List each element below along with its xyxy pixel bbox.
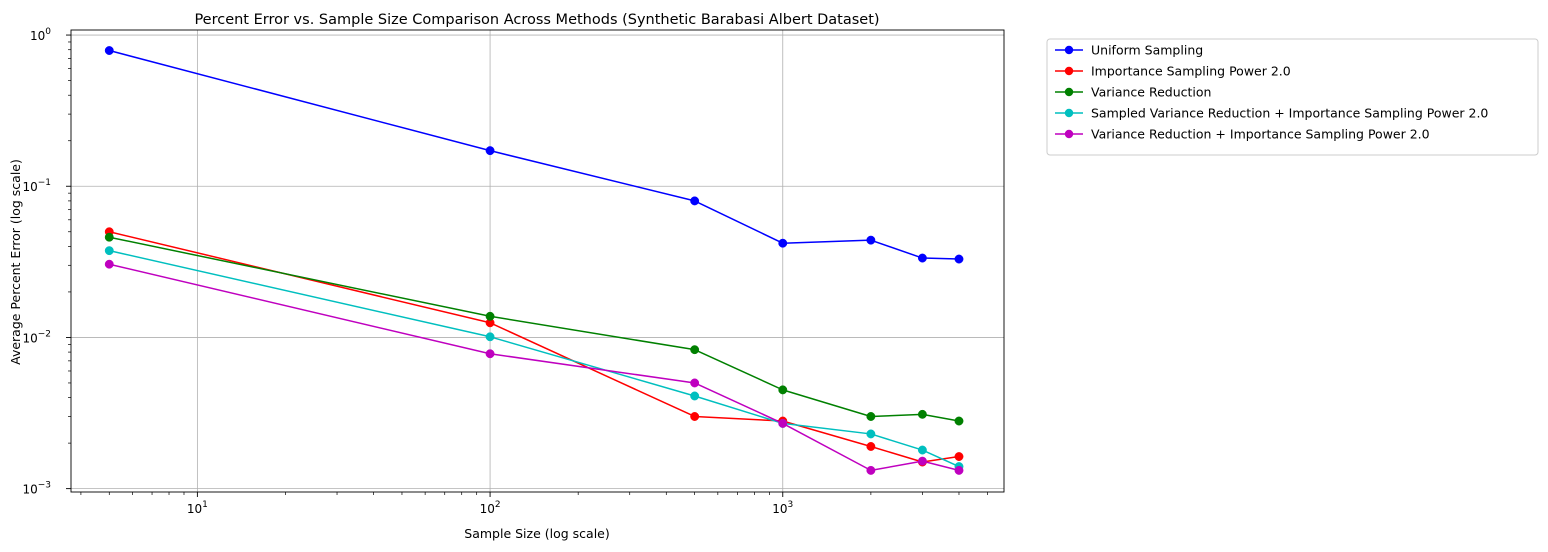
data-point — [690, 345, 700, 355]
data-point — [866, 442, 876, 451]
data-point — [866, 412, 876, 421]
data-point — [778, 418, 788, 428]
series-3 — [104, 232, 964, 426]
grid — [71, 30, 1004, 492]
legend-item: Variance Reduction + Importance Sampling… — [1055, 127, 1430, 142]
x-axis: 101 102 103 — [187, 492, 793, 516]
legend-marker — [1064, 45, 1074, 55]
x-tick-label: 101 — [187, 500, 208, 516]
legend-marker — [1064, 108, 1074, 118]
series-line — [109, 249, 960, 468]
series-line — [109, 263, 960, 472]
data-point — [485, 332, 495, 342]
series-1 — [104, 46, 964, 264]
data-point — [866, 465, 876, 475]
legend-box — [1046, 38, 1539, 156]
data-point — [485, 146, 495, 156]
data-point — [917, 253, 927, 263]
legend: Uniform Sampling Importance Sampling Powe… — [1046, 38, 1539, 156]
data-point — [954, 465, 964, 475]
plot-area — [70, 29, 1005, 493]
data-point — [104, 46, 114, 55]
x-axis-label: Sample Size (log scale) — [464, 526, 609, 541]
data-point — [690, 412, 700, 421]
chart-title: Percent Error vs. Sample Size Comparison… — [194, 12, 879, 28]
series-line — [109, 49, 960, 260]
data-point — [917, 456, 927, 466]
data-point — [866, 429, 876, 439]
data-point — [104, 246, 114, 256]
data-point — [690, 391, 700, 401]
legend-label: Importance Sampling Power 2.0 — [1091, 64, 1291, 79]
legend-marker — [1064, 66, 1074, 76]
data-point — [104, 259, 114, 269]
legend-item: Sampled Variance Reduction + Importance … — [1055, 106, 1488, 121]
series-5 — [104, 259, 964, 475]
legend-item: Importance Sampling Power 2.0 — [1055, 64, 1291, 79]
data-point — [917, 445, 927, 455]
legend-item: Uniform Sampling — [1055, 43, 1203, 58]
data-point — [954, 254, 964, 264]
legend-marker — [1064, 129, 1074, 139]
data-point — [917, 409, 927, 419]
y-tick-label: 10−1 — [22, 178, 51, 194]
series-4 — [104, 246, 964, 471]
data-point — [954, 452, 964, 462]
data-point — [690, 196, 700, 206]
legend-label: Sampled Variance Reduction + Importance … — [1091, 106, 1488, 121]
y-tick-label: 10−3 — [22, 481, 51, 497]
legend-marker — [1064, 87, 1074, 97]
data-point — [690, 378, 700, 388]
x-tick-label: 102 — [480, 500, 501, 516]
data-point — [485, 349, 495, 359]
series-layer — [104, 46, 964, 475]
data-point — [954, 416, 964, 426]
data-point — [778, 385, 788, 395]
minor-ticks — [68, 41, 988, 495]
series-line — [109, 236, 960, 422]
data-point — [485, 311, 495, 321]
y-axis-label: Average Percent Error (log scale) — [8, 159, 23, 365]
legend-item: Variance Reduction — [1055, 85, 1211, 100]
y-axis: 10−3 10−2 10−1 100 — [22, 27, 71, 497]
legend-label: Variance Reduction + Importance Sampling… — [1091, 127, 1430, 142]
legend-label: Variance Reduction — [1091, 85, 1211, 100]
data-point — [866, 235, 876, 245]
y-tick-label: 10−2 — [22, 329, 51, 345]
legend-label: Uniform Sampling — [1091, 43, 1203, 58]
data-point — [104, 232, 114, 242]
series-line — [109, 231, 960, 463]
y-tick-label: 100 — [30, 27, 51, 43]
data-point — [778, 238, 788, 248]
x-tick-label: 103 — [772, 500, 793, 516]
